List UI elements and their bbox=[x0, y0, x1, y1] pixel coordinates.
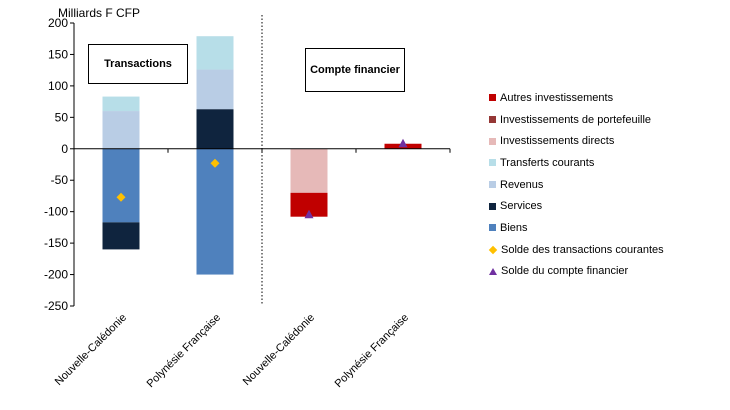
legend-item: Autres investissements bbox=[489, 87, 664, 109]
legend-swatch bbox=[489, 267, 497, 275]
y-tick-label: -100 bbox=[44, 205, 68, 219]
legend: Autres investissements Investissements de… bbox=[488, 87, 664, 283]
panel-label-compte-financier: Compte financier bbox=[305, 48, 405, 92]
bar-revenus-0 bbox=[102, 111, 140, 149]
legend-swatch bbox=[489, 116, 496, 124]
legend-swatch bbox=[488, 245, 498, 254]
bar-biens-1 bbox=[196, 148, 234, 275]
y-tick-label: 50 bbox=[55, 110, 69, 124]
bar-biens-0 bbox=[102, 148, 140, 223]
y-tick-label: -150 bbox=[44, 236, 68, 250]
legend-swatch bbox=[489, 137, 496, 145]
bar-services-1 bbox=[196, 109, 234, 149]
y-tick-label: 150 bbox=[48, 47, 68, 61]
legend-swatch bbox=[489, 181, 496, 189]
legend-item: Investissements de portefeuille bbox=[489, 109, 664, 131]
bar-autres-investissements-2 bbox=[290, 192, 328, 217]
legend-label: Revenus bbox=[500, 178, 544, 191]
y-tick-label: 200 bbox=[48, 16, 68, 30]
legend-item: Investissements directs bbox=[489, 130, 664, 152]
marker-solde-compte-financier-3 bbox=[398, 138, 408, 148]
legend-item: Biens bbox=[489, 217, 664, 239]
legend-label: Transferts courants bbox=[500, 156, 595, 169]
bar-transferts-courants-0 bbox=[102, 96, 140, 112]
legend-swatch bbox=[489, 224, 496, 232]
y-tick-label: -50 bbox=[51, 173, 69, 187]
y-axis-unit-label: Milliards F CFP bbox=[58, 6, 141, 20]
legend-item: Transferts courants bbox=[489, 152, 664, 174]
legend-item: Services bbox=[489, 195, 664, 217]
legend-item: Revenus bbox=[489, 174, 664, 196]
legend-label: Services bbox=[500, 200, 543, 213]
y-tick-label: -200 bbox=[44, 268, 68, 282]
x-category-label: Nouvelle-Calédonie bbox=[53, 312, 129, 388]
marker-solde-transactions-0 bbox=[116, 192, 126, 202]
legend-label: Solde des transactions courantes bbox=[501, 243, 664, 256]
y-tick-label: 0 bbox=[61, 142, 68, 156]
marker-solde-transactions-1 bbox=[210, 158, 220, 168]
x-category-label: Nouvelle-Calédonie bbox=[241, 312, 317, 388]
bar-services-0 bbox=[102, 222, 140, 250]
x-category-label: Polynésie Française bbox=[145, 312, 224, 391]
y-tick-label: -250 bbox=[44, 299, 68, 313]
legend-label: Autres investissements bbox=[500, 91, 614, 104]
legend-item: Solde des transactions courantes bbox=[488, 239, 664, 261]
legend-label: Investissements directs bbox=[500, 135, 615, 148]
marker-solde-compte-financier-2 bbox=[304, 209, 314, 219]
legend-label: Biens bbox=[500, 221, 528, 234]
bar-revenus-1 bbox=[196, 69, 234, 110]
legend-item: Solde du compte financier bbox=[489, 261, 664, 283]
legend-label: Investissements de portefeuille bbox=[500, 113, 652, 126]
legend-label: Solde du compte financier bbox=[501, 265, 629, 278]
legend-swatch bbox=[489, 159, 496, 167]
legend-swatch bbox=[489, 202, 496, 210]
bar-transferts-courants-1 bbox=[196, 36, 234, 70]
x-category-label: Polynésie Française bbox=[333, 312, 412, 391]
bar-investissements-directs-2 bbox=[290, 148, 328, 193]
panel-label-transactions: Transactions bbox=[88, 44, 188, 84]
legend-swatch bbox=[489, 94, 496, 102]
y-tick-label: 100 bbox=[48, 79, 68, 93]
